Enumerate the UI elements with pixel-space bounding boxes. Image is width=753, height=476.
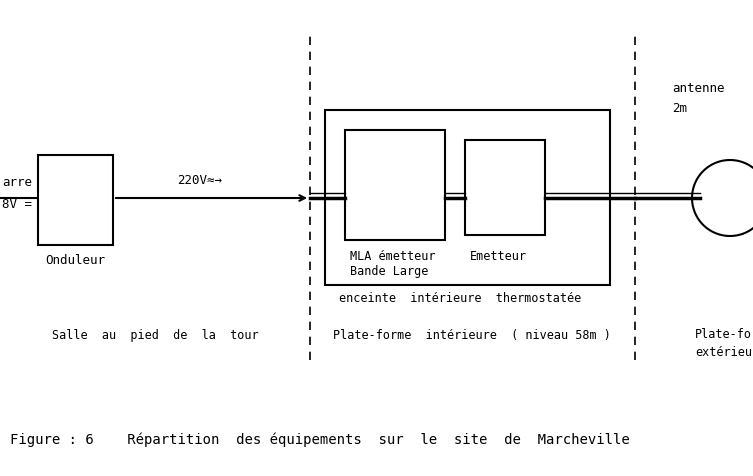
Text: Plate-forme  intérieure  ( niveau 58m ): Plate-forme intérieure ( niveau 58m ) <box>333 328 611 341</box>
Text: extérieure: extérieure <box>695 346 753 358</box>
Text: Emetteur: Emetteur <box>470 250 527 264</box>
Text: Plate-form: Plate-form <box>695 328 753 341</box>
Text: 8V =: 8V = <box>2 198 32 211</box>
Text: MLA émetteur: MLA émetteur <box>350 250 435 264</box>
Text: Figure : 6    Répartition  des équipements  sur  le  site  de  Marcheville: Figure : 6 Répartition des équipements s… <box>10 433 630 447</box>
Text: enceinte  intérieure  thermostatée: enceinte intérieure thermostatée <box>339 291 581 305</box>
Bar <box>38 155 113 245</box>
Text: arre: arre <box>2 177 32 189</box>
Bar <box>345 130 445 240</box>
Text: Onduleur: Onduleur <box>45 254 105 267</box>
Text: Bande Large: Bande Large <box>350 266 428 278</box>
Bar <box>325 110 610 285</box>
Bar <box>465 140 545 235</box>
Text: antenne: antenne <box>672 81 724 95</box>
Text: Salle  au  pied  de  la  tour: Salle au pied de la tour <box>52 328 258 341</box>
Text: 2m: 2m <box>672 101 687 115</box>
Text: 220V≈→: 220V≈→ <box>178 173 222 187</box>
